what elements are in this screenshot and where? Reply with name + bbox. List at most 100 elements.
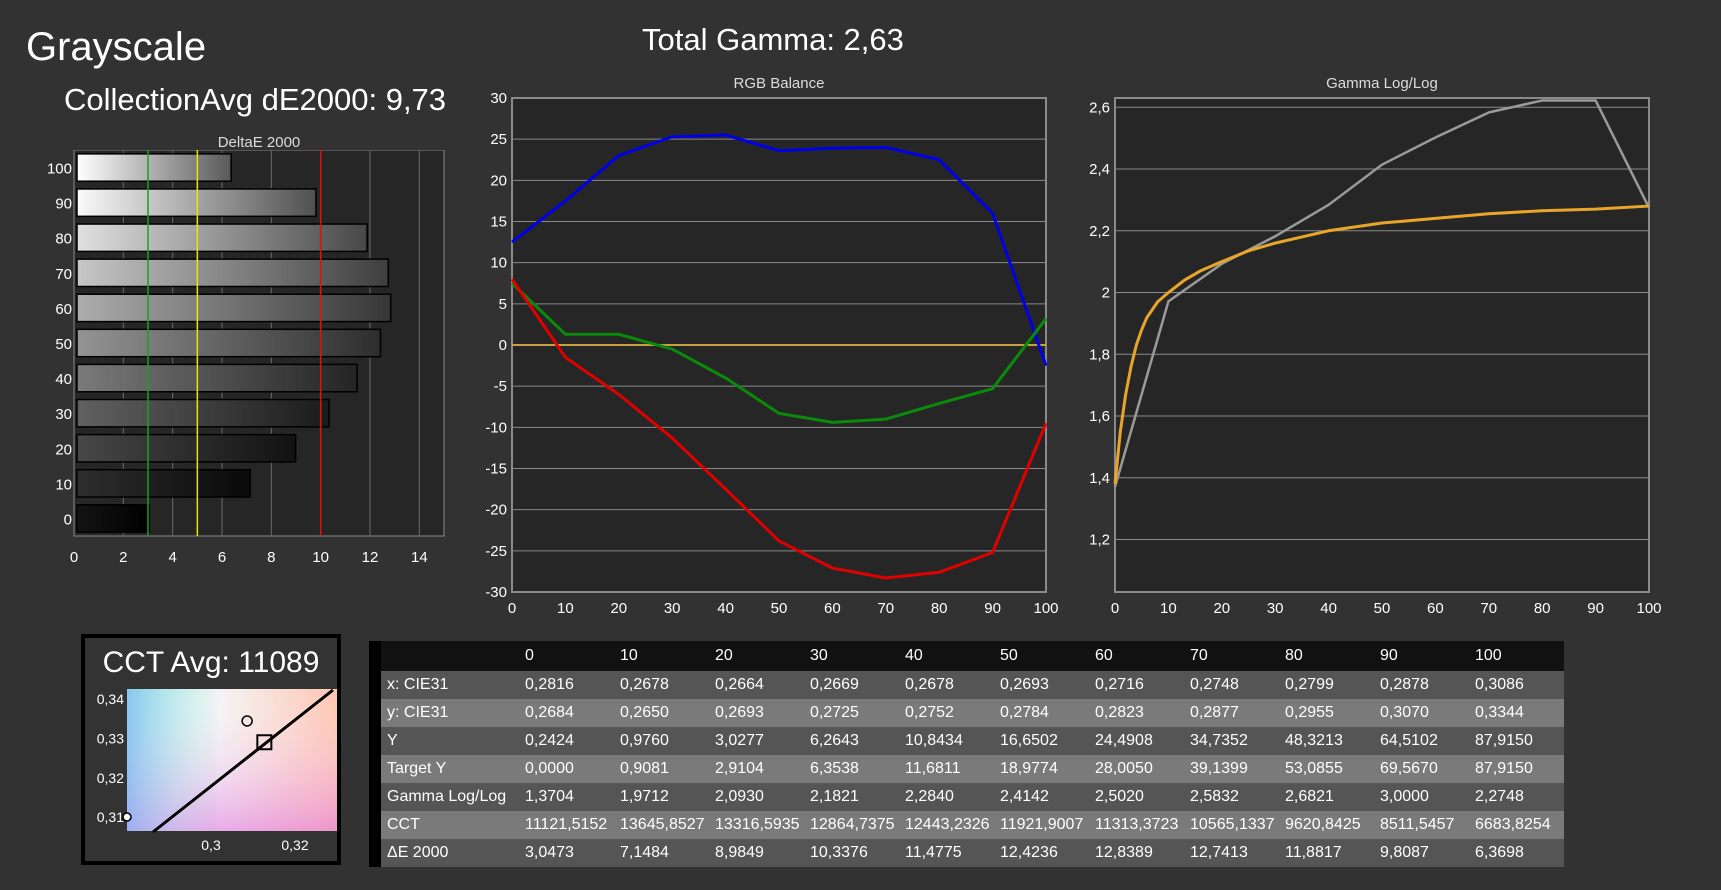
- rgb-ytick-label: 30: [490, 90, 507, 107]
- gamma-series-0: [1113, 99, 1651, 488]
- table-cell: 6,2643: [804, 727, 899, 755]
- table-cell: 9,8087: [1374, 839, 1469, 867]
- rgb-ytick-label: -15: [485, 461, 507, 478]
- table-column-header: 80: [1279, 641, 1374, 671]
- table-cell: 10,3376: [804, 839, 899, 867]
- deltae-category-label: 70: [55, 266, 72, 283]
- table-cell: 11,4775: [899, 839, 994, 867]
- table-cell: 0,2424: [519, 727, 614, 755]
- gamma-ytick-label: 1,6: [1089, 408, 1110, 425]
- deltae-category-label: 40: [55, 371, 72, 388]
- table-cell: 0,2823: [1089, 699, 1184, 727]
- table-cell: 0,2955: [1279, 699, 1374, 727]
- gamma-ytick-label: 1,4: [1089, 470, 1110, 487]
- deltae-category-label: 30: [55, 406, 72, 423]
- deltae-xtick-label: 8: [267, 549, 275, 566]
- table-stub: [369, 783, 381, 811]
- table-cell: 0,2678: [899, 671, 994, 699]
- table-column-header: 20: [709, 641, 804, 671]
- cie-measured-point-offscale: [122, 812, 132, 822]
- gamma-ytick-label: 2,6: [1089, 99, 1110, 116]
- gamma-xtick-label: 10: [1160, 600, 1177, 617]
- table-cell: 12443,2326: [899, 811, 994, 839]
- table-cell: 3,0473: [519, 839, 614, 867]
- rgb-xtick-label: 30: [664, 600, 681, 617]
- deltae-xtick-label: 0: [70, 549, 78, 566]
- table-stub: [369, 699, 381, 727]
- rgb-ytick-label: 5: [499, 296, 507, 313]
- table-cell: 3,0000: [1374, 783, 1469, 811]
- table-cell: 11121,5152: [519, 811, 614, 839]
- table-cell: 12,7413: [1184, 839, 1279, 867]
- deltae-xtick-label: 2: [119, 549, 127, 566]
- deltae-xtick-label: 4: [168, 549, 176, 566]
- table-stub: [369, 641, 381, 671]
- table-row: Gamma Log/Log 1,3704 1,9712 2,0930 2,1821 2,2…: [369, 783, 1564, 811]
- table-cell: 0,0000: [519, 755, 614, 783]
- table-cell: 69,5670: [1374, 755, 1469, 783]
- table-cell: 87,9150: [1469, 727, 1564, 755]
- table-row: ΔE 2000 3,0473 7,1484 8,9849 10,3376 11,4775 1…: [369, 839, 1564, 867]
- table-cell: 16,6502: [994, 727, 1089, 755]
- table-cell: 6,3538: [804, 755, 899, 783]
- table-column-header: 30: [804, 641, 899, 671]
- table-cell: 39,1399: [1184, 755, 1279, 783]
- gamma-ytick-label: 2,2: [1089, 223, 1110, 240]
- table-column-header: 90: [1374, 641, 1469, 671]
- table-cell: 11,6811: [899, 755, 994, 783]
- cie-xtick-label: 0,32: [281, 837, 308, 853]
- rgb-xtick-label: 20: [610, 600, 627, 617]
- deltae-bar-0: [76, 504, 150, 533]
- rgb-series-blue: [511, 133, 1048, 367]
- table-cell: 2,9104: [709, 755, 804, 783]
- deltae-bar-90: [76, 188, 317, 218]
- table-column-header: 40: [899, 641, 994, 671]
- rgb-xtick-label: 0: [508, 600, 516, 617]
- deltae-chart-title: DeltaE 2000: [217, 134, 301, 151]
- deltae-category-label: 60: [55, 301, 72, 318]
- deltae-bar-80: [76, 223, 368, 253]
- table-cell: 11313,3723: [1089, 811, 1184, 839]
- table-cell: 2,2840: [899, 783, 994, 811]
- table-header-row: 0 10 20 30 40 50 60 70 80 90 100: [369, 641, 1564, 671]
- cie-chart: 0,34 0,33 0,32 0,31 0,3 0,32: [97, 688, 337, 853]
- cie-target-marker: [256, 734, 273, 751]
- deltae-bar-60: [76, 293, 392, 323]
- table-cell: 0,2877: [1184, 699, 1279, 727]
- deltae-bar-50: [76, 328, 382, 358]
- deltae-bar-30: [76, 398, 330, 428]
- table-cell: 6683,8254: [1469, 811, 1564, 839]
- table-cell: 8511,5457: [1374, 811, 1469, 839]
- gamma-xtick-label: 0: [1111, 600, 1119, 617]
- deltae-bar-100: [76, 153, 232, 182]
- gamma-ytick-label: 2: [1102, 285, 1110, 302]
- gamma-xtick-label: 70: [1480, 600, 1497, 617]
- deltae-bar-40: [76, 363, 358, 393]
- table-cell: 2,4142: [994, 783, 1089, 811]
- collection-avg-label: CollectionAvg dE2000: 9,73: [64, 82, 447, 117]
- table-cell: 18,9774: [994, 755, 1089, 783]
- rgb-ytick-label: -5: [494, 378, 507, 395]
- rgb-ytick-label: -10: [485, 419, 507, 436]
- gamma-series-1: [1113, 204, 1650, 485]
- table-column-header: 100: [1469, 641, 1564, 671]
- cie-ytick-label: 0,34: [97, 691, 124, 707]
- table-cell: 0,2752: [899, 699, 994, 727]
- cct-panel: CCT Avg: 11089 0,34 0,33 0,32 0,31 0,3 0,32: [81, 634, 341, 865]
- rgb-series-red: [510, 278, 1048, 580]
- cie-planckian-locus: [152, 688, 334, 834]
- gamma-xtick-label: 80: [1534, 600, 1551, 617]
- table-cell: 2,1821: [804, 783, 899, 811]
- gamma-xtick-label: 30: [1267, 600, 1284, 617]
- deltae-category-label: 100: [47, 161, 72, 178]
- table-cell: 0,9081: [614, 755, 709, 783]
- table-cell: 8,9849: [709, 839, 804, 867]
- table-row: Y 0,2424 0,9760 3,0277 6,2643 10,8434 16,6502 2…: [369, 727, 1564, 755]
- deltae-xtick-label: 12: [362, 549, 379, 566]
- table-cell: 11921,9007: [994, 811, 1089, 839]
- deltae-chart: 0 2 4 6 8 10 12 14 0 10 20 30 40 50 60 70 80 90 100: [47, 150, 445, 566]
- deltae-bar-10: [76, 468, 252, 498]
- rgb-ytick-label: 10: [490, 255, 507, 272]
- table-row-label: ΔE 2000: [381, 839, 519, 867]
